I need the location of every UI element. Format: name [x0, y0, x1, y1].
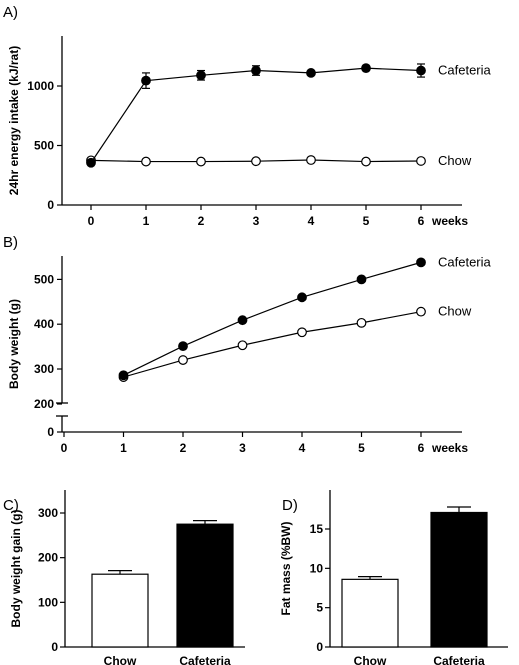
series-label: Chow [438, 153, 472, 168]
data-point [361, 63, 371, 74]
x-tick-label: 0 [88, 214, 95, 228]
x-category-label: Chow [104, 654, 137, 665]
y-axis-label: 24hr energy intake (kJ/rat) [7, 46, 21, 195]
panel-b-body-weight-chart: B) 0 200 300 400 500 0 1 2 3 4 5 6 weeks Body weight (… [3, 234, 492, 455]
data-point [237, 315, 248, 326]
x-axis-label: weeks [431, 441, 468, 455]
data-point [306, 68, 316, 78]
bar [341, 578, 399, 648]
x-category-label: Cafeteria [179, 654, 231, 665]
y-tick-label: 10 [310, 561, 324, 575]
x-tick-label: 3 [253, 214, 260, 228]
data-point [178, 355, 188, 365]
panel-label: D) [282, 497, 298, 514]
data-point [118, 370, 129, 381]
x-category-label: Chow [354, 654, 387, 665]
series-label: Chow [438, 304, 472, 319]
y-axis-label: Body weight (g) [7, 299, 21, 389]
y-tick-label: 0 [316, 640, 323, 654]
y-tick-label: 200 [34, 397, 54, 411]
data-point [86, 157, 96, 168]
x-tick-label: 0 [61, 441, 68, 455]
data-point [297, 292, 307, 303]
x-tick-label: 6 [418, 441, 425, 455]
data-point [297, 327, 307, 338]
data-point [237, 340, 248, 351]
x-tick-label: 2 [198, 214, 205, 228]
x-tick-label: 6 [418, 214, 425, 228]
x-tick-label: 5 [363, 214, 370, 228]
x-axis-label: weeks [431, 214, 468, 228]
data-point [196, 70, 206, 81]
data-point [356, 274, 367, 285]
y-tick-label: 100 [38, 595, 58, 609]
data-point [178, 341, 188, 352]
series-label: Cafeteria [438, 254, 492, 269]
y-tick-label: 200 [38, 551, 58, 565]
data-point [356, 317, 367, 328]
x-tick-label: 4 [308, 214, 315, 228]
y-tick-label: 500 [34, 139, 54, 153]
y-tick-label: 500 [34, 272, 54, 286]
data-point [141, 75, 151, 86]
data-point [416, 65, 426, 76]
bar [91, 573, 149, 648]
series-line [90, 67, 422, 164]
data-point [196, 156, 206, 167]
y-tick-label: 400 [34, 317, 54, 331]
data-point [306, 155, 316, 165]
panel-d-fat-mass-chart: D) 0 5 10 15 Fat mass (%BW) Chow Cafeteria [279, 490, 508, 665]
y-tick-label: 300 [38, 506, 58, 520]
panel-label: C) [3, 497, 19, 514]
panel-label: A) [3, 4, 18, 21]
y-tick-label: 0 [51, 640, 58, 654]
data-point [251, 65, 261, 76]
series-label: Cafeteria [438, 63, 492, 78]
y-tick-label: 5 [316, 601, 323, 615]
x-tick-label: 1 [143, 214, 150, 228]
data-point [416, 156, 426, 166]
data-point [416, 257, 426, 268]
x-category-label: Cafeteria [433, 654, 485, 665]
data-point [416, 306, 426, 317]
panel-a-energy-intake-chart: A) 0 500 1000 0 1 2 3 4 5 6 weeks 24hr energy intake… [3, 4, 492, 228]
x-tick-label: 2 [180, 441, 187, 455]
series-line [123, 311, 422, 378]
y-tick-label: 0 [47, 425, 54, 439]
y-tick-label: 1000 [27, 79, 54, 93]
data-point [141, 156, 151, 167]
y-axis-label: Body weight gain (g) [9, 510, 23, 628]
bar [176, 523, 234, 648]
x-tick-label: 1 [120, 441, 127, 455]
x-tick-label: 5 [358, 441, 365, 455]
y-tick-label: 15 [310, 522, 324, 536]
bar [430, 511, 488, 648]
y-axis-label: Fat mass (%BW) [279, 521, 293, 615]
panel-c-weight-gain-chart: C) 0 100 200 300 Body weight gain (g) Chow Cafe… [3, 490, 245, 665]
y-tick-label: 0 [47, 198, 54, 212]
series-line [123, 261, 422, 376]
y-tick-label: 300 [34, 362, 54, 376]
x-tick-label: 3 [239, 441, 246, 455]
panel-label: B) [3, 234, 18, 251]
data-point [361, 156, 371, 167]
x-tick-label: 4 [299, 441, 306, 455]
data-point [251, 156, 261, 167]
